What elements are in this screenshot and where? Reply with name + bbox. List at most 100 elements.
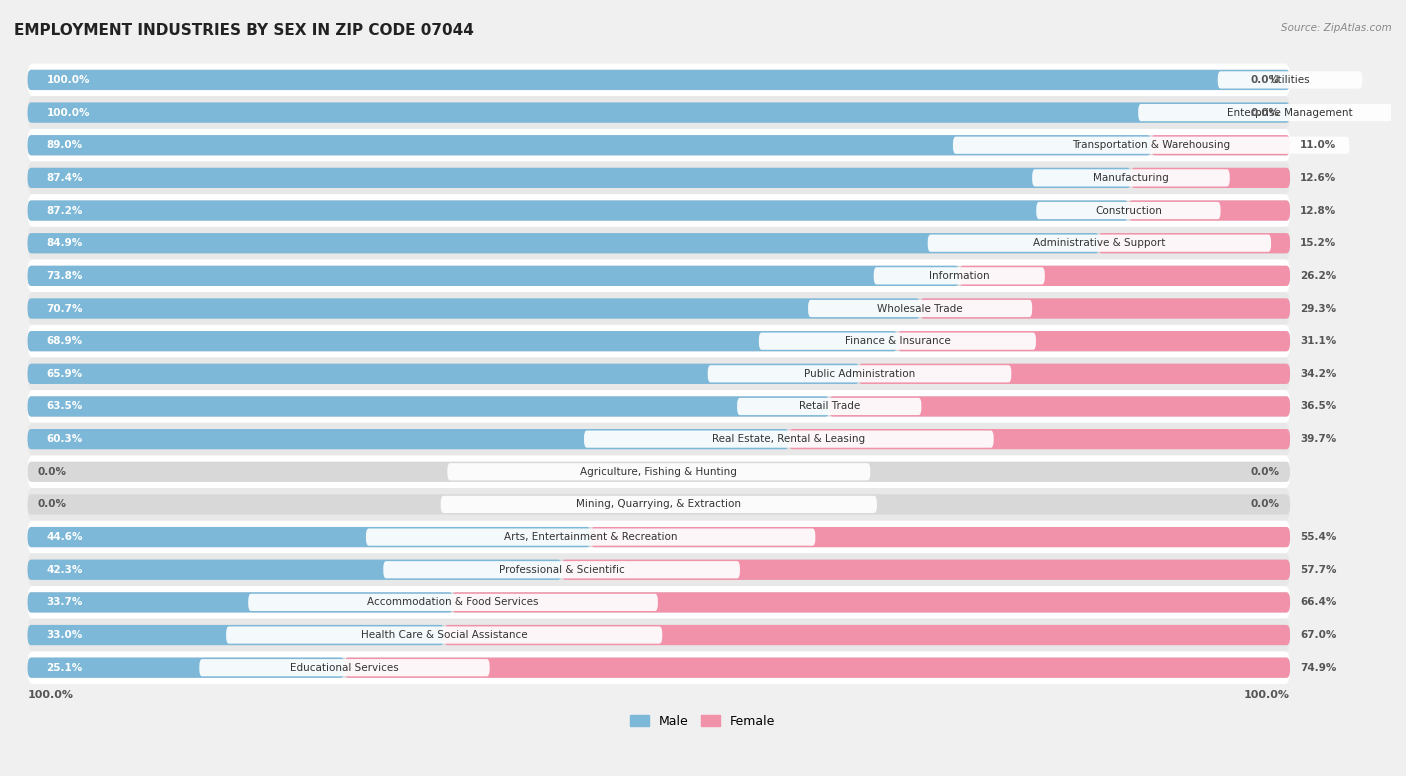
FancyBboxPatch shape [28, 265, 959, 286]
FancyBboxPatch shape [789, 429, 1291, 449]
FancyBboxPatch shape [28, 488, 1291, 521]
Text: 33.7%: 33.7% [46, 598, 83, 608]
Text: 11.0%: 11.0% [1301, 140, 1336, 151]
Text: 39.7%: 39.7% [1301, 434, 1336, 444]
FancyBboxPatch shape [28, 102, 1291, 123]
Text: Arts, Entertainment & Recreation: Arts, Entertainment & Recreation [503, 532, 678, 542]
FancyBboxPatch shape [858, 364, 1291, 384]
FancyBboxPatch shape [28, 299, 1291, 319]
Text: 0.0%: 0.0% [1251, 500, 1279, 509]
Text: 68.9%: 68.9% [46, 336, 83, 346]
FancyBboxPatch shape [808, 300, 1032, 317]
Text: 31.1%: 31.1% [1301, 336, 1336, 346]
Text: Wholesale Trade: Wholesale Trade [877, 303, 963, 314]
FancyBboxPatch shape [759, 333, 1036, 350]
FancyBboxPatch shape [28, 618, 1291, 651]
Text: 87.2%: 87.2% [46, 206, 83, 216]
FancyBboxPatch shape [897, 331, 1291, 352]
FancyBboxPatch shape [28, 265, 1291, 286]
Text: 70.7%: 70.7% [46, 303, 83, 314]
FancyBboxPatch shape [1152, 135, 1291, 155]
Text: 100.0%: 100.0% [46, 108, 90, 118]
Text: 0.0%: 0.0% [38, 500, 66, 509]
FancyBboxPatch shape [28, 299, 920, 319]
FancyBboxPatch shape [200, 659, 489, 677]
FancyBboxPatch shape [28, 559, 1291, 580]
FancyBboxPatch shape [1139, 104, 1406, 121]
Legend: Male, Female: Male, Female [626, 710, 780, 733]
FancyBboxPatch shape [28, 364, 859, 384]
FancyBboxPatch shape [28, 233, 1291, 253]
FancyBboxPatch shape [28, 200, 1129, 220]
FancyBboxPatch shape [28, 70, 1291, 90]
FancyBboxPatch shape [28, 586, 1291, 618]
Text: 89.0%: 89.0% [46, 140, 83, 151]
FancyBboxPatch shape [1036, 202, 1220, 219]
FancyBboxPatch shape [1218, 71, 1362, 88]
Text: Professional & Scientific: Professional & Scientific [499, 565, 624, 575]
FancyBboxPatch shape [226, 626, 662, 643]
Text: Mining, Quarrying, & Extraction: Mining, Quarrying, & Extraction [576, 500, 741, 509]
Text: 0.0%: 0.0% [1251, 467, 1279, 476]
FancyBboxPatch shape [28, 527, 591, 547]
FancyBboxPatch shape [1098, 233, 1291, 253]
FancyBboxPatch shape [384, 561, 740, 578]
FancyBboxPatch shape [561, 559, 1291, 580]
Text: Accommodation & Food Services: Accommodation & Food Services [367, 598, 538, 608]
Text: 15.2%: 15.2% [1301, 238, 1336, 248]
FancyBboxPatch shape [28, 233, 1099, 253]
Text: 74.9%: 74.9% [1301, 663, 1337, 673]
FancyBboxPatch shape [28, 135, 1291, 155]
Text: Retail Trade: Retail Trade [799, 401, 860, 411]
Text: Enterprise Management: Enterprise Management [1227, 108, 1353, 118]
FancyBboxPatch shape [366, 528, 815, 546]
FancyBboxPatch shape [28, 429, 789, 449]
FancyBboxPatch shape [28, 494, 1291, 514]
Text: Finance & Insurance: Finance & Insurance [845, 336, 950, 346]
FancyBboxPatch shape [28, 527, 1291, 547]
FancyBboxPatch shape [344, 657, 1291, 677]
FancyBboxPatch shape [28, 168, 1130, 188]
FancyBboxPatch shape [1130, 168, 1291, 188]
FancyBboxPatch shape [959, 265, 1291, 286]
FancyBboxPatch shape [28, 592, 1291, 612]
Text: 25.1%: 25.1% [46, 663, 83, 673]
FancyBboxPatch shape [28, 651, 1291, 684]
Text: EMPLOYMENT INDUSTRIES BY SEX IN ZIP CODE 07044: EMPLOYMENT INDUSTRIES BY SEX IN ZIP CODE… [14, 23, 474, 38]
Text: 84.9%: 84.9% [46, 238, 83, 248]
Text: 63.5%: 63.5% [46, 401, 83, 411]
FancyBboxPatch shape [28, 194, 1291, 227]
FancyBboxPatch shape [440, 496, 877, 513]
Text: Construction: Construction [1095, 206, 1161, 216]
FancyBboxPatch shape [28, 64, 1291, 96]
FancyBboxPatch shape [28, 293, 1291, 325]
FancyBboxPatch shape [28, 397, 1291, 417]
Text: 12.6%: 12.6% [1301, 173, 1336, 183]
Text: Utilities: Utilities [1270, 75, 1310, 85]
FancyBboxPatch shape [707, 365, 1011, 383]
Text: 57.7%: 57.7% [1301, 565, 1337, 575]
FancyBboxPatch shape [928, 234, 1271, 251]
Text: Agriculture, Fishing & Hunting: Agriculture, Fishing & Hunting [581, 467, 737, 476]
FancyBboxPatch shape [591, 527, 1291, 547]
FancyBboxPatch shape [28, 657, 344, 677]
FancyBboxPatch shape [28, 168, 1291, 188]
Text: 26.2%: 26.2% [1301, 271, 1336, 281]
Text: Information: Information [929, 271, 990, 281]
FancyBboxPatch shape [28, 135, 1152, 155]
FancyBboxPatch shape [953, 137, 1350, 154]
FancyBboxPatch shape [28, 358, 1291, 390]
FancyBboxPatch shape [444, 625, 1291, 645]
FancyBboxPatch shape [28, 592, 453, 612]
FancyBboxPatch shape [28, 429, 1291, 449]
Text: 66.4%: 66.4% [1301, 598, 1337, 608]
FancyBboxPatch shape [28, 129, 1291, 161]
FancyBboxPatch shape [28, 462, 1291, 482]
Text: Source: ZipAtlas.com: Source: ZipAtlas.com [1281, 23, 1392, 33]
FancyBboxPatch shape [1032, 169, 1230, 186]
Text: Educational Services: Educational Services [290, 663, 399, 673]
FancyBboxPatch shape [28, 200, 1291, 220]
Text: Real Estate, Rental & Leasing: Real Estate, Rental & Leasing [713, 434, 866, 444]
Text: 0.0%: 0.0% [38, 467, 66, 476]
FancyBboxPatch shape [28, 423, 1291, 456]
